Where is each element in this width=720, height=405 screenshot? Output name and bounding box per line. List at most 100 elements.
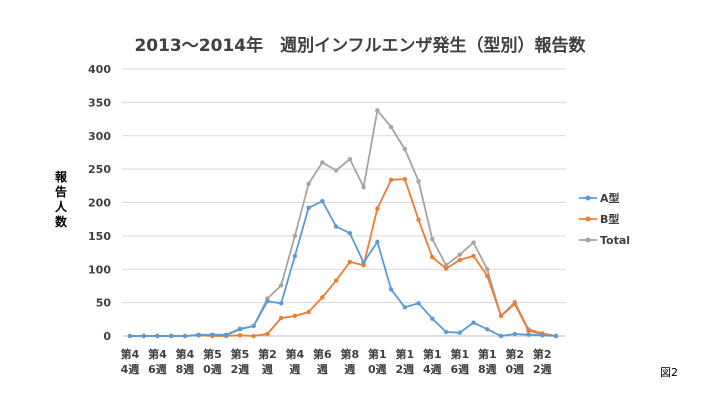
series-b-point (265, 331, 270, 337)
x-tick-label: 第2 (505, 347, 524, 361)
series-a-point (320, 198, 325, 204)
y-tick-label: 50 (96, 297, 112, 310)
series-a-point (388, 287, 394, 292)
legend-marker (585, 237, 591, 243)
series-b-point (251, 333, 256, 339)
series-total-point (416, 178, 421, 184)
series-a-point (375, 239, 380, 245)
series-b-point (278, 315, 284, 321)
x-tick-label: 第2 (533, 347, 552, 361)
series-total-point (430, 237, 435, 242)
series-a-point (292, 253, 298, 259)
grid (122, 68, 566, 337)
chart-title: 2013〜2014年 週別インフルエンザ発生（型別）報告数 (134, 35, 586, 56)
x-tick-label: 第6 (313, 347, 332, 361)
series-a-point (416, 301, 421, 306)
series-total-point (361, 184, 366, 190)
series-a-point (540, 333, 545, 338)
x-tick-label: 8週 (478, 362, 497, 376)
series-b-point (388, 177, 394, 183)
legend-marker (585, 216, 591, 222)
y-tick-label: 300 (88, 130, 111, 143)
series-b-point (416, 217, 421, 223)
series-b-point (526, 328, 531, 333)
series-a-point (347, 231, 353, 236)
series-b-point (320, 295, 325, 300)
series-b-point (485, 273, 490, 279)
y-axis-label-char: 数 (55, 214, 68, 229)
y-tick-label: 250 (88, 163, 111, 176)
series-b-point (306, 309, 311, 315)
series-a (127, 198, 559, 339)
series-a-point (485, 327, 490, 332)
series-b-point (443, 266, 449, 271)
series-total-point (306, 181, 311, 187)
series-a-point (306, 205, 311, 211)
series-b-point (471, 253, 476, 259)
series-total-point (485, 267, 490, 272)
y-tick-label: 100 (88, 263, 111, 276)
series-a-point (127, 333, 133, 339)
series-a-point (512, 331, 517, 337)
series-total-point (347, 156, 353, 162)
series-b-point (457, 257, 463, 263)
x-tick-label: 4週 (121, 362, 140, 376)
x-tick-label: 週 (344, 362, 355, 376)
series-a-point (498, 333, 504, 339)
x-axis: 第44週第46週第48週第50週第52週第2週第4週第6週第8週第10週第12週… (121, 347, 552, 376)
x-tick-label: 第1 (396, 347, 415, 361)
series-a-point (196, 333, 201, 338)
x-tick-label: 2週 (533, 362, 552, 376)
series-a-point (182, 333, 188, 339)
series-a-line (130, 200, 557, 337)
figure-label: 図2 (660, 366, 678, 379)
series-total-point (388, 124, 394, 130)
series-a-point (278, 301, 284, 306)
series-b-point (292, 313, 298, 319)
series-a-point (443, 329, 449, 335)
series-a-point (237, 327, 243, 332)
series-total-point (375, 108, 380, 113)
series-a-point (155, 333, 160, 339)
x-tick-label: 第1 (368, 347, 387, 361)
x-tick-label: 2週 (231, 362, 250, 376)
y-tick-label: 350 (88, 96, 111, 109)
series-total-point (333, 168, 339, 173)
series-a-point (210, 332, 215, 337)
y-axis: 0 50 100 150 200 250 300 350 400 (88, 63, 111, 343)
y-axis-label-char: 告 (55, 184, 67, 199)
series-a-point (402, 305, 408, 310)
series-total-point (292, 233, 298, 239)
x-tick-label: 2週 (396, 362, 415, 376)
x-tick-label: 週 (262, 362, 273, 376)
y-axis-label-char: 人 (55, 199, 68, 214)
x-tick-label: 4週 (423, 362, 442, 376)
x-tick-label: 第8 (341, 347, 360, 361)
legend: A型 B型 Total (579, 191, 630, 247)
series-b-point (498, 313, 504, 319)
series-total-point (457, 252, 463, 257)
y-tick-label: 0 (103, 330, 111, 343)
x-tick-label: 第4 (176, 347, 195, 361)
x-tick-label: 第1 (450, 347, 469, 361)
x-tick-label: 0週 (368, 362, 387, 376)
series-total-point (278, 283, 284, 288)
x-tick-label: 第1 (423, 347, 442, 361)
series-a-point (141, 333, 146, 339)
legend-marker (585, 195, 591, 201)
series-a-point (526, 332, 531, 337)
x-tick-label: 週 (317, 362, 328, 376)
series-total-point (320, 160, 325, 165)
x-tick-label: 6週 (450, 362, 469, 376)
series-total-point (443, 263, 449, 268)
x-tick-label: 第4 (148, 347, 167, 361)
series-b-point (430, 255, 435, 260)
series-total-point (471, 240, 476, 245)
y-tick-label: 200 (88, 197, 111, 210)
legend-label: B型 (600, 212, 619, 226)
series-total-point (402, 146, 408, 152)
series-b-point (333, 278, 339, 283)
series-total (127, 108, 559, 339)
